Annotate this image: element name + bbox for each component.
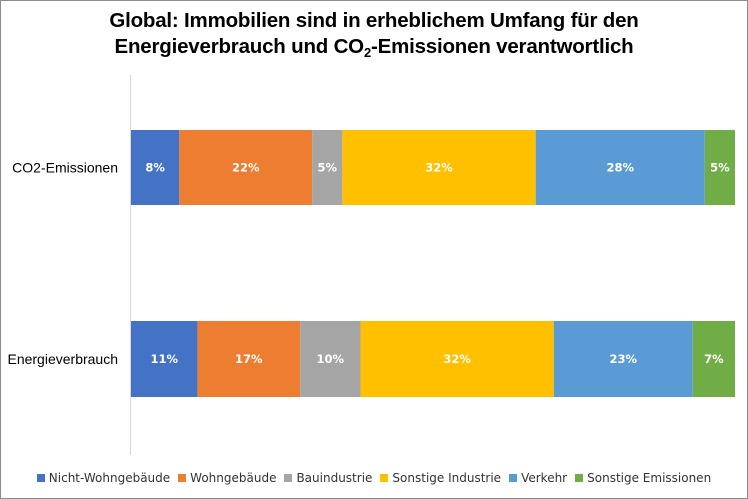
data-label: 10% bbox=[317, 352, 345, 366]
legend-swatch bbox=[36, 474, 45, 482]
legend-item: Wohngebäude bbox=[178, 471, 276, 485]
legend-swatch bbox=[509, 474, 518, 482]
data-label: 11% bbox=[150, 352, 178, 366]
title-subscript: 2 bbox=[363, 45, 371, 60]
legend-item: Bauindustrie bbox=[284, 471, 372, 485]
chart-title: Global: Immobilien sind in erheblichem U… bbox=[0, 8, 748, 60]
bar-segment bbox=[131, 130, 180, 205]
legend-swatch bbox=[284, 474, 293, 482]
data-label: 32% bbox=[425, 161, 453, 175]
title-line-1: Global: Immobilien sind in erheblichem U… bbox=[109, 9, 639, 32]
data-label: 5% bbox=[318, 161, 338, 175]
data-label: 23% bbox=[609, 352, 637, 366]
category-label: CO2-Emissionen bbox=[12, 160, 118, 176]
legend-label: Verkehr bbox=[521, 471, 568, 485]
data-label: 28% bbox=[606, 161, 634, 175]
category-label: Energieverbrauch bbox=[7, 351, 118, 367]
bar-segment bbox=[312, 130, 343, 205]
legend-label: Wohngebäude bbox=[190, 471, 277, 485]
bar-segment bbox=[360, 321, 554, 397]
legend: Nicht-Wohngebäude Wohngebäude Bauindustrie… bbox=[0, 471, 748, 485]
bar-segment bbox=[300, 321, 361, 397]
data-label: 22% bbox=[232, 161, 260, 175]
title-line-2: Energieverbrauch und CO2-Emissionen vera… bbox=[0, 34, 748, 60]
data-label: 32% bbox=[443, 352, 471, 366]
bar-segment bbox=[342, 130, 536, 205]
bar-segment bbox=[704, 130, 735, 205]
bar-segment bbox=[197, 321, 301, 397]
legend-swatch bbox=[575, 474, 584, 482]
legend-item: Verkehr bbox=[509, 471, 567, 485]
data-label: 8% bbox=[145, 161, 165, 175]
legend-label: Sonstige Emissionen bbox=[587, 471, 712, 485]
data-label: 17% bbox=[235, 352, 263, 366]
legend-swatch bbox=[178, 474, 187, 482]
title-line-2-post: -Emissionen verantwortlich bbox=[370, 35, 634, 58]
legend-swatch bbox=[380, 474, 389, 482]
legend-label: Bauindustrie bbox=[296, 471, 373, 485]
data-label: 5% bbox=[710, 161, 730, 175]
bar-segment bbox=[535, 130, 705, 205]
legend-label: Nicht-Wohngebäude bbox=[48, 471, 171, 485]
bar-segment bbox=[131, 321, 198, 397]
data-label: 7% bbox=[704, 352, 724, 366]
legend-item: Sonstige Emissionen bbox=[575, 471, 711, 485]
bar-segment bbox=[553, 321, 693, 397]
legend-item: Sonstige Industrie bbox=[380, 471, 501, 485]
title-line-2-pre: Energieverbrauch und CO bbox=[114, 35, 365, 58]
legend-item: Nicht-Wohngebäude bbox=[36, 471, 171, 485]
bar-segment bbox=[179, 130, 313, 205]
legend-label: Sonstige Industrie bbox=[392, 471, 502, 485]
bar-segment bbox=[692, 321, 735, 397]
